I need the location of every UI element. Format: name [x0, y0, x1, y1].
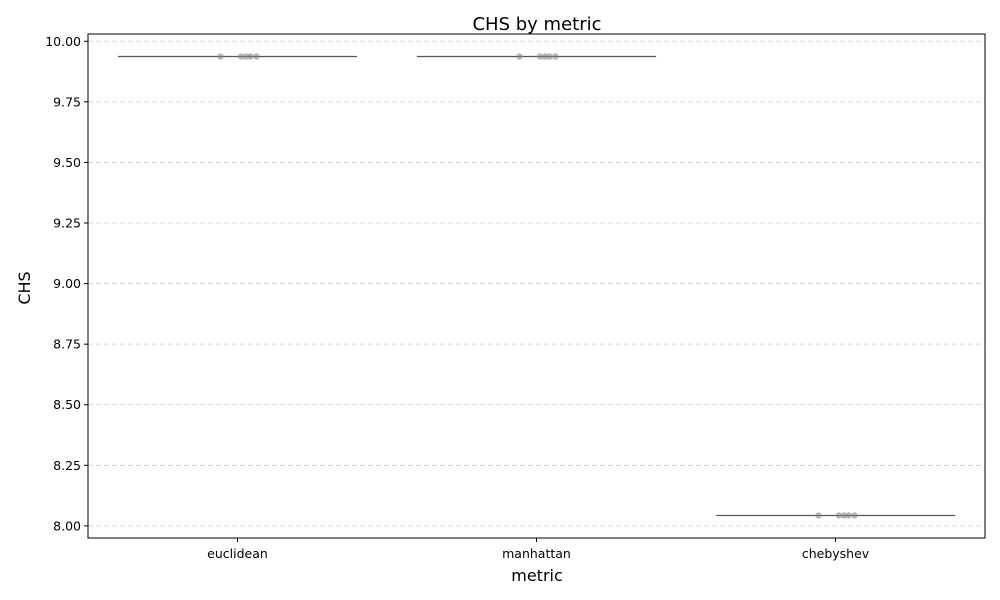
- chart-title: CHS by metric: [472, 14, 601, 35]
- plot-frame: [87, 33, 986, 539]
- x-axis: euclidean manhattan chebyshev: [207, 538, 870, 561]
- y-tick-label: 8.75: [53, 337, 81, 352]
- marks: [117, 53, 956, 519]
- data-point: [552, 53, 559, 60]
- y-tick-label: 9.00: [53, 276, 81, 291]
- y-tick-label: 9.25: [53, 216, 81, 231]
- data-point: [217, 53, 224, 60]
- y-tick-label: 9.50: [53, 155, 81, 170]
- y-tick-label: 9.75: [53, 94, 81, 109]
- data-point: [546, 53, 553, 60]
- data-point: [247, 53, 254, 60]
- data-point: [851, 512, 858, 519]
- x-tick-label: euclidean: [207, 546, 268, 561]
- y-axis: 8.00 8.25 8.50 8.75 9.00 9.25 9.50 9.75 10.00: [45, 34, 88, 533]
- data-point: [516, 53, 523, 60]
- y-tick-label: 10.00: [45, 34, 81, 49]
- x-tick-label: manhattan: [502, 546, 571, 561]
- grid: [88, 40, 985, 527]
- y-tick-label: 8.00: [53, 518, 81, 533]
- x-axis-label: metric: [511, 566, 563, 585]
- data-point: [815, 512, 822, 519]
- data-point: [845, 512, 852, 519]
- data-point: [253, 53, 260, 60]
- y-axis-label: CHS: [15, 271, 34, 304]
- y-tick-label: 8.50: [53, 397, 81, 412]
- y-tick-label: 8.25: [53, 458, 81, 473]
- x-tick-label: chebyshev: [802, 546, 870, 561]
